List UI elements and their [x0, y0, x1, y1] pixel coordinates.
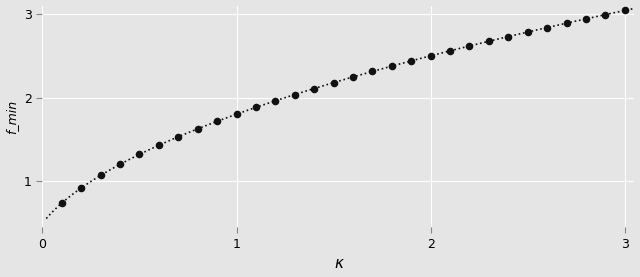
- Point: [251, 105, 261, 110]
- Point: [600, 12, 611, 17]
- Y-axis label: f_min: f_min: [6, 99, 19, 134]
- Point: [445, 49, 455, 53]
- Point: [95, 173, 106, 178]
- Point: [406, 59, 417, 63]
- Point: [270, 99, 280, 103]
- Point: [154, 143, 164, 147]
- Point: [367, 69, 378, 74]
- Point: [484, 39, 494, 43]
- Point: [232, 112, 242, 116]
- Point: [134, 152, 145, 157]
- Point: [426, 53, 436, 58]
- Point: [387, 64, 397, 68]
- Point: [561, 21, 572, 25]
- Point: [115, 162, 125, 166]
- Point: [620, 8, 630, 13]
- Point: [76, 186, 86, 190]
- Point: [523, 30, 533, 34]
- Point: [173, 135, 184, 139]
- Point: [290, 92, 300, 97]
- Point: [309, 86, 319, 91]
- Point: [328, 80, 339, 85]
- Point: [212, 119, 222, 124]
- X-axis label: κ: κ: [334, 257, 343, 271]
- Point: [580, 17, 591, 21]
- Point: [348, 75, 358, 79]
- Point: [542, 25, 552, 30]
- Point: [503, 34, 513, 39]
- Point: [193, 127, 203, 131]
- Point: [465, 44, 475, 48]
- Point: [57, 201, 67, 205]
